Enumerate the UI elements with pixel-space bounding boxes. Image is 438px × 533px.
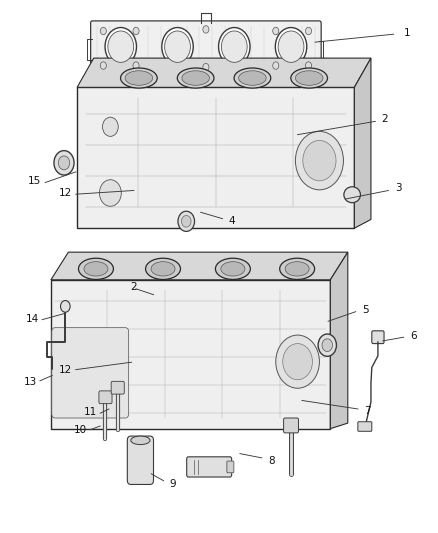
Text: 7: 7 [364,406,371,416]
Text: 14: 14 [25,313,39,324]
Circle shape [322,339,332,352]
Circle shape [54,151,74,175]
Text: 10: 10 [74,425,87,435]
Text: 1: 1 [403,28,410,38]
Circle shape [273,62,279,69]
Circle shape [133,62,139,69]
FancyBboxPatch shape [127,436,153,484]
Polygon shape [330,252,348,429]
Circle shape [99,180,121,206]
Ellipse shape [285,262,309,276]
Circle shape [181,215,191,227]
Ellipse shape [177,68,214,88]
Circle shape [273,27,279,35]
Circle shape [283,344,312,379]
Ellipse shape [120,68,157,88]
Text: 11: 11 [84,407,97,417]
Text: 6: 6 [410,330,417,341]
Ellipse shape [295,71,323,85]
FancyBboxPatch shape [372,331,384,344]
FancyBboxPatch shape [99,391,112,403]
Circle shape [221,31,247,62]
Text: 9: 9 [170,480,177,489]
Circle shape [318,334,336,357]
Circle shape [105,28,137,66]
Text: 5: 5 [362,305,369,315]
Text: 4: 4 [229,216,235,227]
Ellipse shape [84,262,108,276]
Text: 12: 12 [59,365,72,375]
Circle shape [102,117,118,136]
Ellipse shape [182,71,209,85]
Ellipse shape [344,187,360,203]
Polygon shape [51,252,348,280]
FancyBboxPatch shape [227,461,234,473]
FancyBboxPatch shape [52,328,129,418]
Ellipse shape [221,262,245,276]
FancyBboxPatch shape [111,381,124,394]
Circle shape [305,27,311,35]
Circle shape [165,31,191,62]
Ellipse shape [131,436,150,445]
Circle shape [58,156,70,169]
Ellipse shape [291,68,328,88]
FancyBboxPatch shape [91,21,321,76]
FancyBboxPatch shape [358,422,372,431]
Circle shape [305,62,311,69]
Circle shape [162,28,193,66]
Text: 8: 8 [268,456,275,465]
Text: 13: 13 [24,377,37,387]
Ellipse shape [234,68,271,88]
Polygon shape [77,58,371,87]
FancyBboxPatch shape [51,280,330,429]
Polygon shape [354,58,371,228]
Ellipse shape [125,71,152,85]
Circle shape [133,27,139,35]
Circle shape [108,31,134,62]
Ellipse shape [78,258,113,279]
Circle shape [100,62,106,69]
Text: 15: 15 [28,176,41,187]
Circle shape [276,335,319,388]
Circle shape [303,140,336,181]
Circle shape [219,28,250,66]
Ellipse shape [151,262,175,276]
Circle shape [100,27,106,35]
Ellipse shape [280,258,314,279]
Circle shape [203,26,209,33]
Text: 2: 2 [131,282,137,292]
Circle shape [278,31,304,62]
FancyBboxPatch shape [77,87,354,228]
Text: 12: 12 [59,188,72,198]
Text: 3: 3 [395,183,401,193]
Ellipse shape [239,71,266,85]
Ellipse shape [215,258,251,279]
Circle shape [203,63,209,71]
Circle shape [276,28,307,66]
Circle shape [295,131,343,190]
Ellipse shape [145,258,180,279]
Circle shape [60,301,70,312]
Circle shape [178,211,194,231]
FancyBboxPatch shape [187,457,232,477]
FancyBboxPatch shape [284,418,298,433]
Text: 2: 2 [381,114,388,124]
